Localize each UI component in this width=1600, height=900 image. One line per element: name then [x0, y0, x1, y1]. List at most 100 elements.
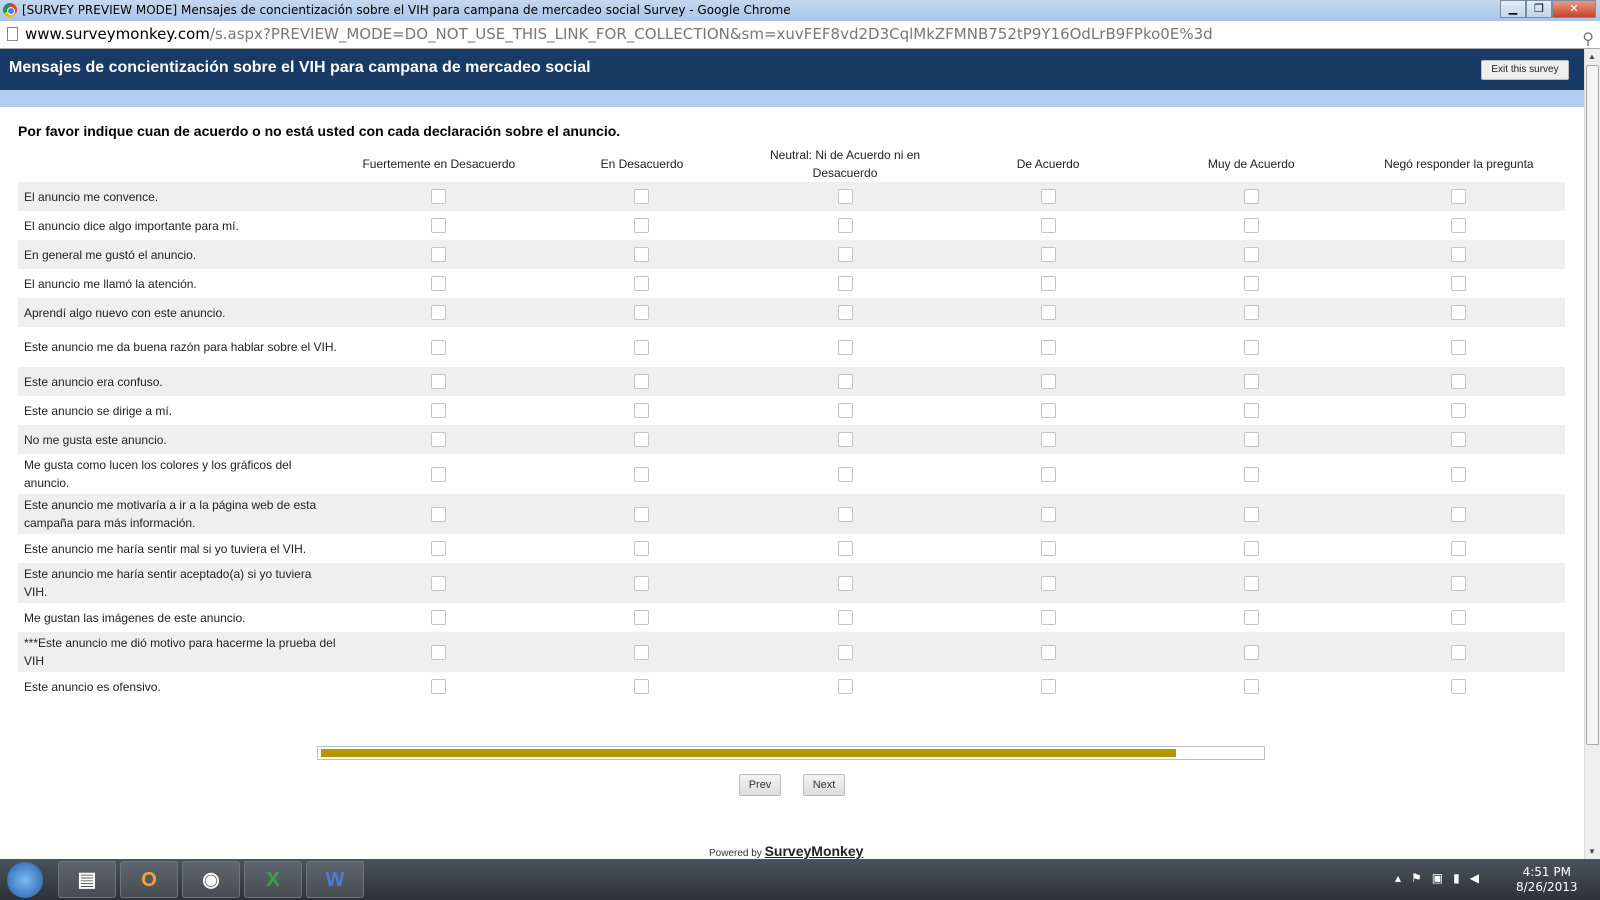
answer-checkbox[interactable] [837, 339, 853, 355]
answer-checkbox[interactable] [431, 247, 447, 263]
answer-checkbox[interactable] [1040, 575, 1056, 591]
answer-checkbox[interactable] [1451, 189, 1467, 205]
answer-checkbox[interactable] [1451, 575, 1467, 591]
answer-checkbox[interactable] [1040, 506, 1056, 522]
answer-checkbox[interactable] [1040, 644, 1056, 660]
answer-checkbox[interactable] [431, 305, 447, 321]
answer-checkbox[interactable] [1451, 218, 1467, 234]
answer-checkbox[interactable] [837, 541, 853, 557]
answer-checkbox[interactable] [634, 575, 650, 591]
answer-checkbox[interactable] [431, 541, 447, 557]
answer-checkbox[interactable] [1243, 276, 1259, 292]
answer-checkbox[interactable] [1243, 541, 1259, 557]
answer-checkbox[interactable] [837, 305, 853, 321]
answer-checkbox[interactable] [1451, 403, 1467, 419]
file-explorer-icon[interactable]: ▤ [58, 861, 116, 898]
answer-checkbox[interactable] [1040, 679, 1056, 695]
answer-checkbox[interactable] [1243, 339, 1259, 355]
answer-checkbox[interactable] [837, 218, 853, 234]
next-button[interactable]: Next [803, 774, 845, 796]
answer-checkbox[interactable] [1040, 339, 1056, 355]
answer-checkbox[interactable] [431, 644, 447, 660]
answer-checkbox[interactable] [837, 644, 853, 660]
answer-checkbox[interactable] [634, 679, 650, 695]
answer-checkbox[interactable] [1040, 432, 1056, 448]
answer-checkbox[interactable] [634, 339, 650, 355]
answer-checkbox[interactable] [1451, 374, 1467, 390]
answer-checkbox[interactable] [634, 305, 650, 321]
answer-checkbox[interactable] [1451, 432, 1467, 448]
answer-checkbox[interactable] [837, 189, 853, 205]
minimize-button[interactable]: ▁ [1500, 0, 1526, 18]
answer-checkbox[interactable] [1040, 466, 1056, 482]
answer-checkbox[interactable] [1451, 466, 1467, 482]
answer-checkbox[interactable] [1243, 189, 1259, 205]
answer-checkbox[interactable] [1451, 276, 1467, 292]
answer-checkbox[interactable] [1243, 374, 1259, 390]
excel-icon[interactable]: X [244, 861, 302, 898]
answer-checkbox[interactable] [634, 541, 650, 557]
answer-checkbox[interactable] [1040, 305, 1056, 321]
start-button[interactable] [7, 862, 43, 898]
answer-checkbox[interactable] [1243, 575, 1259, 591]
answer-checkbox[interactable] [837, 276, 853, 292]
close-button[interactable]: ✕ [1552, 0, 1596, 18]
answer-checkbox[interactable] [1451, 541, 1467, 557]
answer-checkbox[interactable] [1040, 276, 1056, 292]
answer-checkbox[interactable] [1451, 506, 1467, 522]
answer-checkbox[interactable] [837, 374, 853, 390]
answer-checkbox[interactable] [431, 575, 447, 591]
answer-checkbox[interactable] [1040, 610, 1056, 626]
answer-checkbox[interactable] [1243, 432, 1259, 448]
answer-checkbox[interactable] [634, 276, 650, 292]
answer-checkbox[interactable] [1451, 247, 1467, 263]
answer-checkbox[interactable] [837, 432, 853, 448]
answer-checkbox[interactable] [431, 466, 447, 482]
answer-checkbox[interactable] [1243, 466, 1259, 482]
outlook-icon[interactable]: O [120, 861, 178, 898]
answer-checkbox[interactable] [431, 339, 447, 355]
restore-button[interactable]: ❐ [1526, 0, 1552, 18]
answer-checkbox[interactable] [431, 610, 447, 626]
answer-checkbox[interactable] [431, 403, 447, 419]
answer-checkbox[interactable] [1040, 218, 1056, 234]
answer-checkbox[interactable] [837, 610, 853, 626]
answer-checkbox[interactable] [431, 374, 447, 390]
answer-checkbox[interactable] [1451, 339, 1467, 355]
prev-button[interactable]: Prev [739, 774, 781, 796]
answer-checkbox[interactable] [1040, 403, 1056, 419]
word-icon[interactable]: W [306, 861, 364, 898]
answer-checkbox[interactable] [1451, 305, 1467, 321]
answer-checkbox[interactable] [634, 610, 650, 626]
scroll-up-icon[interactable]: ▲ [1588, 52, 1596, 61]
answer-checkbox[interactable] [1243, 679, 1259, 695]
surveymonkey-link[interactable]: SurveyMonkey [764, 843, 864, 859]
answer-checkbox[interactable] [1243, 403, 1259, 419]
system-tray[interactable]: ▴⚑▣▮◀ [1395, 871, 1489, 885]
search-icon[interactable]: ⚲ [1582, 29, 1594, 48]
answer-checkbox[interactable] [837, 575, 853, 591]
clock[interactable]: 4:51 PM 8/26/2013 [1516, 865, 1578, 895]
answer-checkbox[interactable] [1243, 610, 1259, 626]
scrollbar[interactable]: ▲ ▼ [1584, 49, 1600, 859]
answer-checkbox[interactable] [431, 276, 447, 292]
answer-checkbox[interactable] [837, 466, 853, 482]
answer-checkbox[interactable] [634, 506, 650, 522]
answer-checkbox[interactable] [1040, 541, 1056, 557]
answer-checkbox[interactable] [431, 506, 447, 522]
answer-checkbox[interactable] [431, 218, 447, 234]
answer-checkbox[interactable] [634, 189, 650, 205]
answer-checkbox[interactable] [634, 247, 650, 263]
answer-checkbox[interactable] [837, 679, 853, 695]
answer-checkbox[interactable] [1243, 218, 1259, 234]
answer-checkbox[interactable] [634, 374, 650, 390]
answer-checkbox[interactable] [1243, 305, 1259, 321]
answer-checkbox[interactable] [1451, 644, 1467, 660]
address-bar[interactable]: www.surveymonkey.com/s.aspx?PREVIEW_MODE… [0, 21, 1600, 49]
answer-checkbox[interactable] [634, 218, 650, 234]
answer-checkbox[interactable] [1040, 374, 1056, 390]
answer-checkbox[interactable] [1040, 189, 1056, 205]
answer-checkbox[interactable] [1451, 610, 1467, 626]
answer-checkbox[interactable] [1243, 247, 1259, 263]
answer-checkbox[interactable] [1451, 679, 1467, 695]
